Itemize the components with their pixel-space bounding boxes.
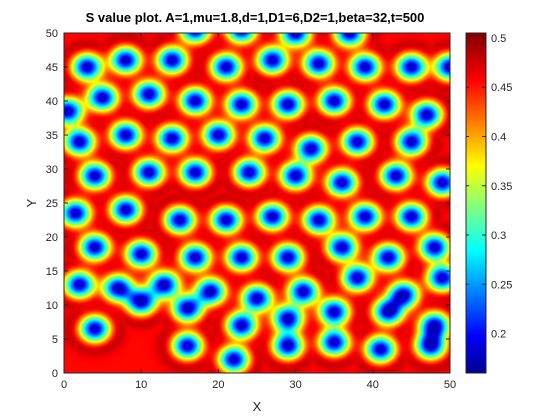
y-tick-label: 45 — [46, 62, 58, 74]
y-tick-label: 30 — [46, 164, 58, 176]
x-tick-label: 50 — [444, 379, 456, 391]
x-tick-label: 40 — [367, 379, 379, 391]
y-tick-label: 5 — [52, 334, 58, 346]
colorbar-tick-label: 0.45 — [491, 82, 512, 94]
y-tick-label: 40 — [46, 96, 58, 108]
colorbar-tick-label: 0.25 — [491, 279, 512, 291]
y-tick-label: 10 — [46, 300, 58, 312]
y-tick-label: 15 — [46, 266, 58, 278]
colorbar-tick-label: 0.2 — [491, 329, 506, 341]
colorbar-tick-label: 0.3 — [491, 230, 506, 242]
y-axis: 0 5 10 15 20 25 30 35 40 45 50 — [46, 28, 450, 380]
y-tick-label: 20 — [46, 232, 58, 244]
low-value-spot — [241, 29, 242, 30]
low-value-spot — [195, 29, 196, 30]
heatmap-field — [64, 33, 450, 373]
x-tick-label: 0 — [61, 379, 67, 391]
y-tick-label: 50 — [46, 28, 58, 40]
y-tick-label: 35 — [46, 130, 58, 142]
colorbar-tick-label: 0.5 — [491, 33, 506, 45]
x-axis: 0 10 20 30 40 50 — [61, 33, 456, 391]
colorbar — [465, 32, 487, 374]
chart-title: S value plot. A=1,mu=1.8,d=1,D1=6,D2=1,b… — [86, 10, 425, 25]
colorbar-tick-label: 0.35 — [491, 181, 512, 193]
x-axis-label: X — [253, 399, 262, 414]
colorbar-tick-label: 0.4 — [491, 131, 506, 143]
y-axis-label: Y — [24, 198, 39, 207]
x-tick-label: 30 — [289, 379, 301, 391]
x-tick-label: 10 — [135, 379, 147, 391]
x-tick-label: 20 — [212, 379, 224, 391]
y-tick-label: 25 — [46, 198, 58, 210]
colorbar-axis: 0.2 0.25 0.3 0.35 0.4 0.45 0.5 — [466, 33, 512, 341]
y-tick-label: 0 — [52, 368, 58, 380]
